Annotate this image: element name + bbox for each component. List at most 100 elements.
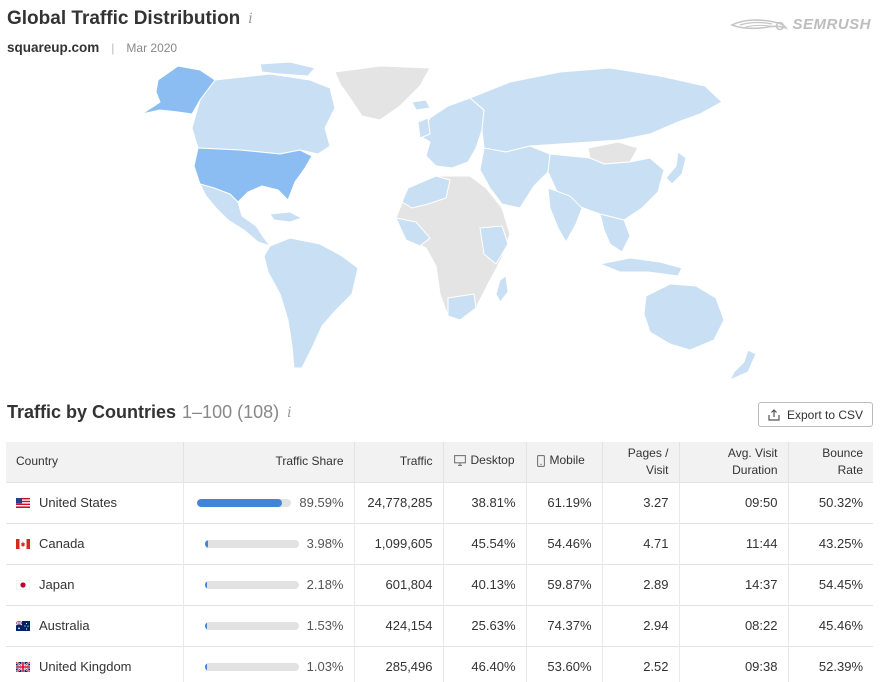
canada-flag-icon [16,538,30,549]
traffic-cell: 424,154 [354,604,444,646]
map-region-alaska[interactable] [141,65,216,115]
map-region-caribbean[interactable] [269,211,304,223]
section-title-text: Traffic by Countries [7,402,177,422]
table-row[interactable]: United States 89.59% 24,778,285 38.81% 6… [6,481,873,523]
traffic-cell: 24,778,285 [354,481,444,523]
pages-visit-cell: 2.94 [602,604,680,646]
country-name[interactable]: Australia [39,618,90,633]
map-region-madagascar[interactable] [495,275,509,303]
column-header-desktop[interactable]: Desktop [443,442,527,482]
mobile-cell: 74.37% [526,604,603,646]
table-row[interactable]: Australia 1.53% 424,154 25.63% 74.37% 2.… [6,604,873,646]
map-region-west-africa[interactable] [395,217,431,247]
traffic-share-bar-fill [204,580,208,589]
column-header-pages-visit[interactable]: Pages / Visit [602,442,680,482]
duration-cell: 14:37 [679,563,789,605]
map-region-southeast-asia[interactable] [599,213,631,253]
column-header-traffic-share[interactable]: Traffic Share [183,442,355,482]
bounce-rate-cell: 45.46% [788,604,873,646]
report-subtitle: squareup.com | Mar 2020 [7,40,253,55]
map-region-north-africa[interactable] [401,175,451,209]
traffic-share-bar-fill [204,621,208,630]
us-flag-icon [16,497,30,508]
map-region-canada[interactable] [191,73,336,155]
country-cell: United States [6,481,184,523]
desktop-cell: 46.40% [443,645,527,682]
desktop-cell: 38.81% [443,481,527,523]
japan-flag-icon [16,579,30,590]
map-region-canada-islands[interactable] [259,61,316,77]
bounce-rate-cell: 43.25% [788,522,873,564]
table-row[interactable]: Japan 2.18% 601,804 40.13% 59.87% 2.89 1… [6,563,873,605]
mobile-cell: 54.46% [526,522,603,564]
map-region-south-america[interactable] [263,237,359,369]
traffic-cell: 285,496 [354,645,444,682]
semrush-wordmark: SEMRUSH [792,16,871,33]
traffic-cell: 1,099,605 [354,522,444,564]
column-header-bounce-rate[interactable]: Bounce Rate [822,445,863,477]
pages-visit-cell: 2.89 [602,563,680,605]
page-title: Global Traffic Distribution i [7,8,253,30]
table-row[interactable]: Canada 3.98% 1,099,605 45.54% 54.46% 4.7… [6,522,873,564]
duration-cell: 11:44 [679,522,789,564]
map-region-australia[interactable] [643,283,725,351]
map-region-middle-east[interactable] [479,145,551,209]
traffic-share-bar-fill [204,539,209,548]
duration-cell: 08:22 [679,604,789,646]
map-region-united-kingdom[interactable] [417,117,431,139]
report-header: Global Traffic Distribution i squareup.c… [7,8,253,55]
column-header-country[interactable]: Country [6,442,184,482]
column-header-traffic[interactable]: Traffic [354,442,444,482]
mobile-cell: 53.60% [526,645,603,682]
traffic-share-cell: 2.18% [183,563,355,605]
desktop-cell: 45.54% [443,522,527,564]
country-cell: Canada [6,522,184,564]
traffic-share-cell: 1.03% [183,645,355,682]
country-name[interactable]: United States [39,495,118,510]
export-csv-label: Export to CSV [786,407,863,422]
map-region-india[interactable] [547,187,583,244]
column-header-mobile[interactable]: Mobile [526,442,603,482]
desktop-cell: 40.13% [443,563,527,605]
mobile-cell: 61.19% [526,481,603,523]
traffic-share-bar [204,662,299,671]
traffic-share-value: 3.98% [306,536,344,551]
pages-visit-cell: 4.71 [602,522,680,564]
map-region-indonesia[interactable] [598,257,683,277]
australia-flag-icon [16,620,30,631]
desktop-cell: 25.63% [443,604,527,646]
map-region-russia[interactable] [469,67,723,153]
map-region-mexico[interactable] [199,183,272,247]
table-row[interactable]: United Kingdom 1.03% 285,496 46.40% 53.6… [6,645,873,682]
info-icon[interactable]: i [287,404,292,421]
bounce-rate-cell: 50.32% [788,481,873,523]
traffic-share-cell: 3.98% [183,522,355,564]
country-name[interactable]: United Kingdom [39,659,132,675]
map-region-japan[interactable] [665,151,687,185]
country-name[interactable]: Canada [39,536,85,551]
map-region-east-africa[interactable] [479,225,509,265]
traffic-share-value: 1.03% [306,659,344,675]
duration-cell: 09:38 [679,645,789,682]
domain-label: squareup.com [7,40,100,55]
countries-table: Country Traffic Share Traffic Desktop Mo… [6,442,873,682]
mobile-icon [536,454,545,467]
export-csv-button[interactable]: Export to CSV [757,402,873,427]
duration-cell: 09:50 [679,481,789,523]
traffic-share-bar [204,539,299,548]
map-region-new-zealand[interactable] [728,349,757,382]
traffic-cell: 601,804 [354,563,444,605]
info-icon[interactable]: i [248,11,253,27]
country-name[interactable]: Japan [39,577,75,592]
separator: | [111,40,115,55]
map-region-iceland[interactable] [411,99,431,111]
page-title-text: Global Traffic Distribution [7,8,241,29]
country-cell: Japan [6,563,184,605]
traffic-share-cell: 89.59% [183,481,355,523]
map-region-south-africa[interactable] [447,293,477,321]
column-header-avg-visit-duration[interactable]: Avg. Visit Duration [679,442,789,482]
map-region-greenland[interactable] [334,65,431,121]
mobile-cell: 59.87% [526,563,603,605]
traffic-share-value: 89.59% [299,495,344,510]
section-range: 1–100 (108) [182,402,280,422]
